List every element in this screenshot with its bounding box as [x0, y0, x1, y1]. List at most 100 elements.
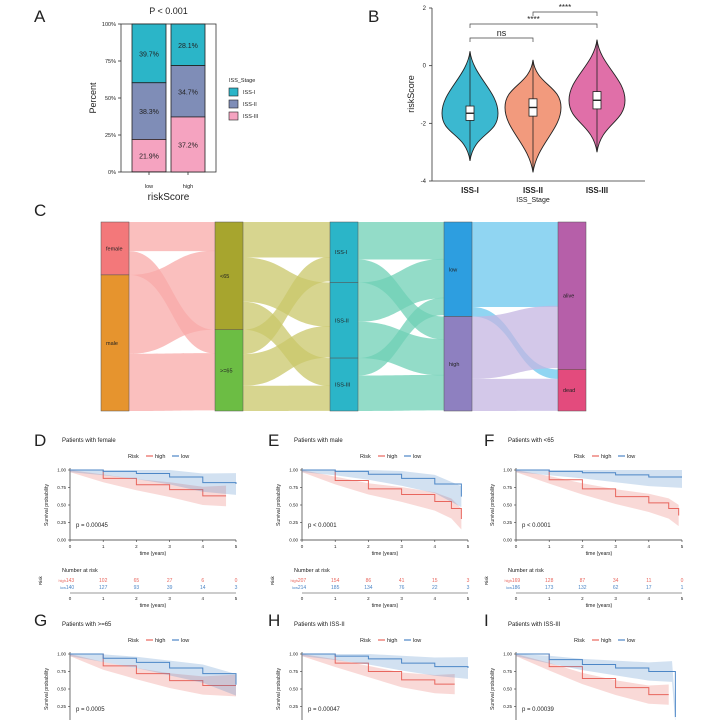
risk-table-tick: 0	[69, 596, 72, 601]
risk-table-count: 154	[331, 578, 340, 584]
sankey-node-label: >=65	[220, 368, 233, 374]
risk-table-xlabel: time (years)	[140, 603, 167, 609]
legend-label: ISS-II	[243, 102, 257, 108]
x-tick-label: ISS-II	[523, 186, 543, 195]
risk-table-group: high	[58, 578, 66, 583]
sankey-node-label: female	[106, 246, 123, 252]
risk-table-group: low	[292, 585, 298, 590]
y-tick-label: 25%	[105, 133, 116, 139]
legend-label: high	[155, 454, 165, 460]
y-tick-label: 1.00	[289, 652, 298, 657]
y-axis-label: Percent	[88, 82, 98, 114]
p-value: p = 0.00039	[522, 707, 555, 713]
survival-curve-high	[516, 653, 669, 696]
y-axis-label: riskScore	[406, 75, 416, 113]
legend-title: Risk	[574, 638, 585, 644]
y-tick-label: 0.75	[57, 669, 66, 674]
sankey-node-label: ISS-I	[335, 250, 348, 256]
y-tick-label: 0.00	[57, 538, 66, 543]
bar-ISS-II-high	[170, 65, 206, 118]
bar-ISS-II-low	[131, 82, 167, 140]
p-value: p = 0.00047	[308, 707, 341, 713]
ci-band-high	[70, 470, 227, 507]
x-tick-label: 0	[69, 544, 72, 549]
y-axis-label: Survival probability	[490, 668, 496, 710]
bar-ISS-III-low	[131, 139, 167, 173]
y-tick-label: 0.75	[289, 669, 298, 674]
comparison-bracket	[469, 23, 598, 28]
y-tick-label: 0.25	[57, 704, 66, 709]
risk-table-count: 132	[578, 585, 587, 591]
legend-title: Risk	[360, 454, 371, 460]
panel-letter-B: B	[368, 7, 379, 26]
x-tick-label: 4	[202, 544, 205, 549]
risk-table-tick: 4	[434, 596, 437, 601]
bar-data-label: 34.7%	[178, 89, 198, 96]
x-tick-label: 0	[515, 544, 518, 549]
ci-band-low	[70, 654, 236, 696]
bar-ISS-I-high	[170, 23, 206, 66]
survival-curve-low	[70, 653, 237, 685]
sankey-node-label: alive	[563, 294, 574, 300]
sankey-node-label: male	[106, 341, 118, 347]
y-tick-label: 0.25	[289, 704, 298, 709]
risk-table-tick: 2	[135, 596, 138, 601]
sankey-node-ISS-I	[329, 221, 359, 283]
sankey-node-high	[443, 316, 473, 412]
x-tick-label: 5	[235, 544, 238, 549]
risk-table-group: high	[290, 578, 298, 583]
risk-table-tick: 0	[515, 596, 518, 601]
p-value: p < 0.0001	[522, 523, 551, 529]
sankey-flow	[472, 222, 558, 308]
y-axis-label: Survival probability	[276, 668, 282, 710]
risk-table-count: 140	[66, 585, 75, 591]
panel-title: Patients with ISS-III	[508, 622, 561, 628]
risk-table-row-label: Risk	[270, 576, 275, 585]
x-axis-label: ISS_Stage	[516, 197, 550, 204]
sankey-flow	[358, 258, 444, 322]
risk-table-title: Number at risk	[62, 568, 98, 574]
risk-table-tick: 3	[400, 596, 403, 601]
risk-table-tick: 1	[548, 596, 551, 601]
legend-title: Risk	[360, 638, 371, 644]
y-tick-label: 75%	[105, 59, 116, 65]
panel-letter-F: F	[484, 431, 494, 450]
panel-a-stacked-bar: P < 0.001 0% 25% 50% 75% 100% Percent 39.7% 38.3…	[88, 6, 259, 203]
risk-table-count: 34	[613, 578, 619, 584]
x-tick-label: 5	[681, 544, 684, 549]
risk-table-count: 128	[545, 578, 554, 584]
legend-label: high	[601, 454, 611, 460]
y-tick-label: 0.25	[503, 520, 512, 525]
x-axis-label: time (years)	[372, 551, 399, 557]
panel-title: Patients with female	[62, 438, 116, 444]
panel-letter-C: C	[34, 201, 46, 220]
x-tick-label: high	[183, 184, 193, 190]
y-tick-label: 50%	[105, 96, 116, 102]
sankey-node-label: dead	[563, 388, 575, 394]
risk-table-tick: 5	[467, 596, 470, 601]
bar-data-label: 38.3%	[139, 109, 159, 116]
risk-table-tick: 5	[235, 596, 238, 601]
y-tick-label: 1.00	[503, 652, 512, 657]
risk-table-count: 6	[201, 578, 204, 584]
risk-table-tick: 1	[334, 596, 337, 601]
sankey-node-low	[443, 221, 473, 317]
sankey-flow	[243, 325, 330, 386]
risk-table-count: 14	[200, 585, 206, 591]
risk-table-count: 15	[432, 578, 438, 584]
y-tick-label: 0.50	[503, 687, 512, 692]
survival-curve-low	[302, 653, 469, 668]
legend-swatch	[228, 111, 239, 121]
y-tick-label: 0.50	[289, 503, 298, 508]
risk-table-tick: 2	[581, 596, 584, 601]
sankey-flow	[243, 222, 330, 258]
x-tick-label: 0	[301, 544, 304, 549]
comparison-label: ****	[527, 15, 539, 24]
risk-table-count: 62	[613, 585, 619, 591]
y-tick-label: 0.50	[503, 503, 512, 508]
risk-table-tick: 1	[102, 596, 105, 601]
x-tick-label: 4	[648, 544, 651, 549]
y-tick-label: 1.00	[503, 468, 512, 473]
x-tick-label: ISS-I	[461, 186, 479, 195]
